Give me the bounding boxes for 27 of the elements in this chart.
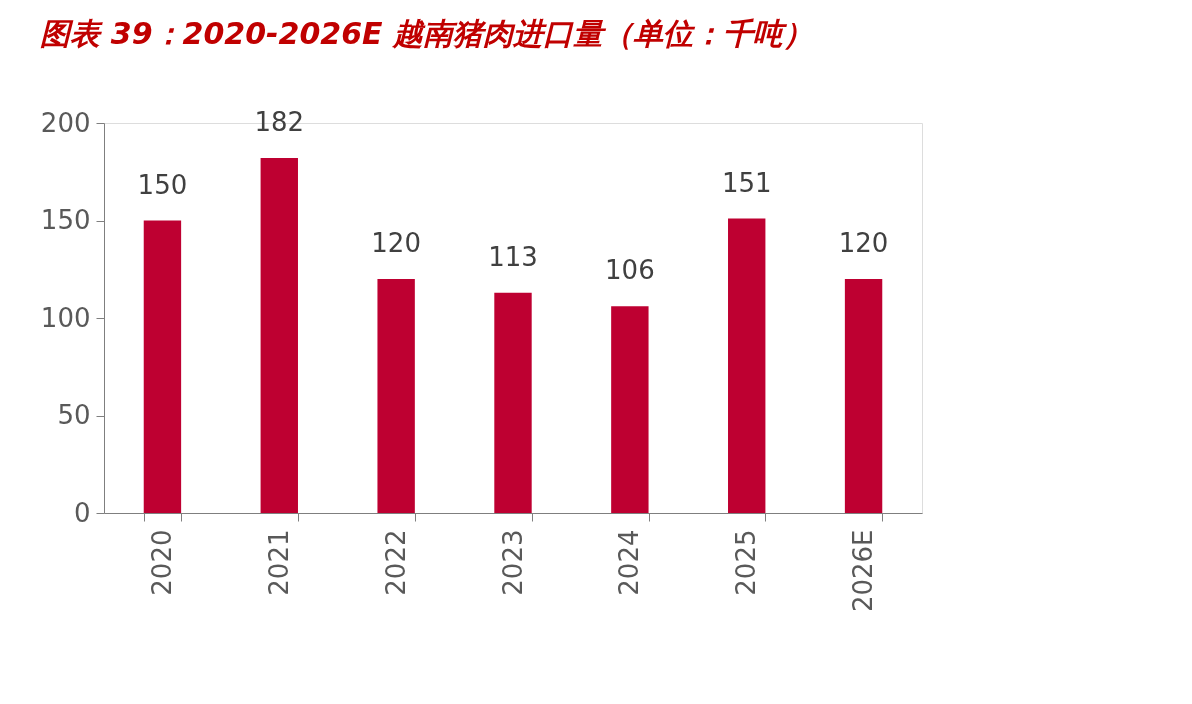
x-tick-label: 2026E (848, 529, 879, 613)
data-label: 150 (137, 169, 188, 200)
bar (143, 220, 182, 513)
chart-title: 图表 39：2020-2026E 越南猪肉进口量（单位：千吨） (40, 16, 813, 51)
x-tick-label: 2023 (497, 529, 528, 596)
y-tick-label: 150 (40, 205, 91, 235)
data-label: 113 (488, 241, 538, 272)
bar (260, 158, 298, 513)
x-tick-label: 2020 (146, 529, 177, 596)
data-label: 106 (605, 255, 655, 286)
bar (611, 306, 649, 513)
data-label: 120 (838, 228, 889, 258)
bar (377, 279, 415, 513)
data-label: 120 (371, 228, 421, 258)
x-tick-label: 2024 (614, 529, 645, 596)
x-tick-label: 2022 (380, 529, 411, 596)
x-tick-label: 2025 (731, 529, 762, 596)
y-tick-label: 200 (40, 107, 91, 138)
y-tick-label: 0 (73, 497, 91, 528)
bar (494, 292, 532, 513)
bar (728, 218, 766, 513)
y-tick-label: 50 (57, 400, 91, 430)
data-label: 182 (254, 107, 305, 138)
x-tick-label: 2021 (263, 529, 294, 596)
data-label: 151 (721, 167, 772, 198)
y-tick-label: 100 (40, 302, 91, 333)
bar (844, 279, 883, 513)
